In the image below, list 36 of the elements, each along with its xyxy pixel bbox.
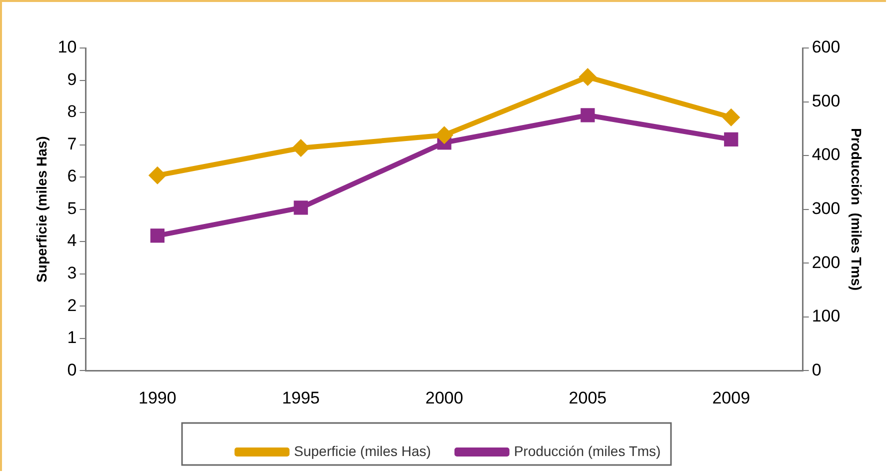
point <box>150 228 164 243</box>
point <box>294 200 308 215</box>
y2-tick-label: 200 <box>812 252 840 272</box>
x-tick-label: 2000 <box>425 388 464 408</box>
y2-tick-label: 0 <box>812 360 822 380</box>
y-tick-label: 7 <box>67 134 77 154</box>
y2-tick-label: 400 <box>812 145 840 164</box>
y2-tick-label: 100 <box>812 306 840 326</box>
y2-tick-label: 500 <box>812 91 840 110</box>
y-tick-label: 2 <box>67 296 77 315</box>
y-tick-label: 1 <box>67 328 77 348</box>
point <box>435 126 454 144</box>
y2-axis-title: Producción (miles Tms) <box>848 128 865 291</box>
legend-label: Superficie (miles Has) <box>294 442 431 459</box>
y-tick-label: 0 <box>67 360 77 380</box>
y-tick-label: 9 <box>67 70 77 89</box>
x-tick-label: 2005 <box>568 388 607 408</box>
y-tick-label: 8 <box>67 102 77 122</box>
y-tick-label: 6 <box>67 166 77 186</box>
x-tick-label: 1990 <box>138 388 176 408</box>
y-tick-label: 4 <box>67 231 77 250</box>
y-tick-label: 5 <box>67 198 77 218</box>
y2-tick-label: 300 <box>812 198 840 218</box>
point <box>578 68 597 86</box>
point <box>292 139 310 158</box>
x-tick-label: 1995 <box>282 388 320 408</box>
y-axis-title: Superficie (miles Has) <box>33 136 50 282</box>
point <box>580 108 595 122</box>
y2-tick-label: 600 <box>812 38 840 57</box>
x-tick-label: 2009 <box>712 388 750 408</box>
point <box>148 166 166 184</box>
legend-label: Producción (miles Tms) <box>514 442 661 459</box>
point <box>724 132 738 146</box>
point <box>722 108 740 126</box>
y-tick-label: 10 <box>58 38 77 57</box>
y-tick-label: 3 <box>67 264 77 283</box>
